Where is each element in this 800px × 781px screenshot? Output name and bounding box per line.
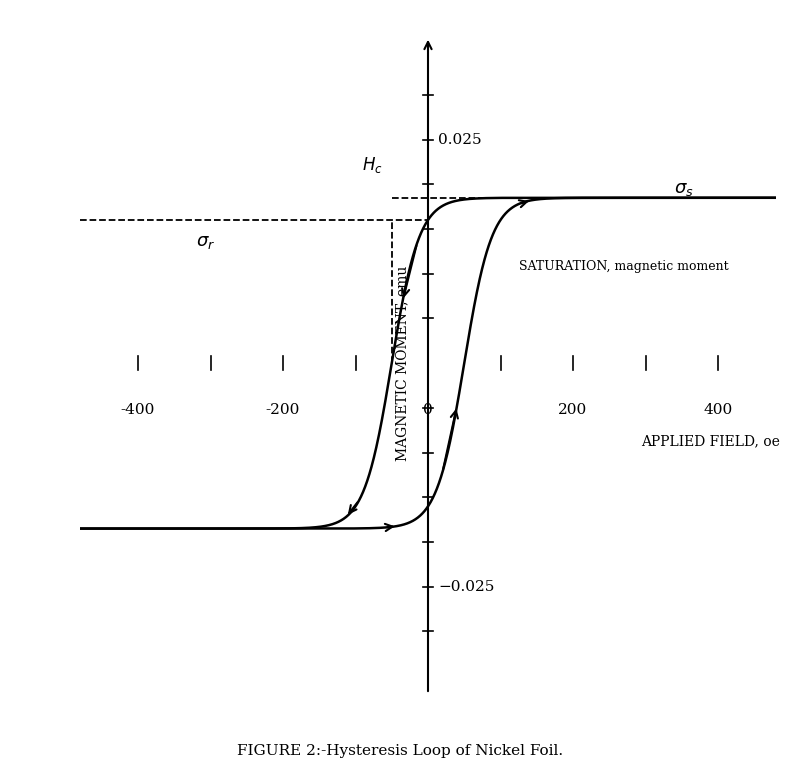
Text: $\sigma_s$: $\sigma_s$ bbox=[674, 180, 694, 198]
Text: -400: -400 bbox=[121, 404, 155, 417]
Text: −0.025: −0.025 bbox=[438, 580, 494, 594]
Text: 400: 400 bbox=[703, 404, 733, 417]
Text: MAGNETIC MOMENT, emu: MAGNETIC MOMENT, emu bbox=[396, 266, 410, 461]
Text: -200: -200 bbox=[266, 404, 300, 417]
Text: 0: 0 bbox=[423, 404, 433, 417]
Text: SATURATION, magnetic moment: SATURATION, magnetic moment bbox=[518, 260, 728, 273]
Text: APPLIED FIELD, oe: APPLIED FIELD, oe bbox=[642, 435, 780, 449]
Text: FIGURE 2:-Hysteresis Loop of Nickel Foil.: FIGURE 2:-Hysteresis Loop of Nickel Foil… bbox=[237, 744, 563, 758]
Text: 0.025: 0.025 bbox=[438, 133, 482, 147]
Text: $\sigma_r$: $\sigma_r$ bbox=[196, 234, 215, 251]
Text: $H_c$: $H_c$ bbox=[362, 155, 383, 176]
Text: 200: 200 bbox=[558, 404, 588, 417]
